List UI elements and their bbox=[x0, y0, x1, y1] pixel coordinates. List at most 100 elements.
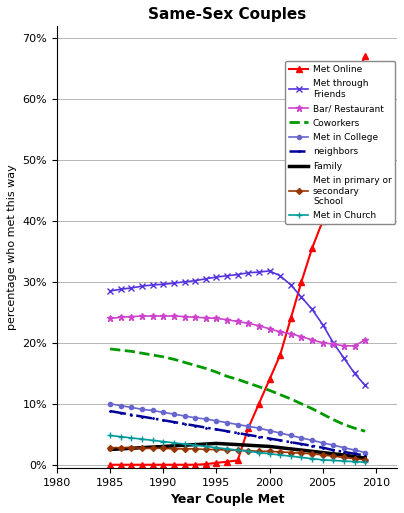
Met in primary or
secondary
School bbox=[108, 445, 113, 451]
Coworkers bbox=[363, 428, 368, 435]
Met Online bbox=[118, 462, 123, 468]
neighbors bbox=[182, 421, 187, 427]
Coworkers bbox=[309, 406, 314, 412]
Family bbox=[341, 452, 346, 458]
Line: Met in primary or
secondary
School: Met in primary or secondary School bbox=[108, 446, 367, 462]
Met in Church bbox=[214, 445, 219, 451]
Met Online bbox=[320, 218, 325, 224]
Line: Met Online: Met Online bbox=[107, 53, 368, 468]
neighbors bbox=[288, 439, 293, 445]
Coworkers bbox=[182, 359, 187, 365]
neighbors bbox=[352, 451, 357, 457]
Bar/ Restaurant bbox=[118, 314, 123, 320]
Bar/ Restaurant bbox=[150, 313, 155, 319]
Line: neighbors: neighbors bbox=[109, 410, 366, 457]
neighbors bbox=[214, 426, 219, 432]
Bar/ Restaurant bbox=[267, 326, 272, 332]
Family bbox=[320, 449, 325, 456]
Met in primary or
secondary
School bbox=[225, 447, 229, 453]
Met in primary or
secondary
School bbox=[331, 453, 336, 459]
Met in College bbox=[214, 418, 219, 424]
Coworkers bbox=[278, 391, 282, 398]
Bar/ Restaurant bbox=[309, 337, 314, 343]
Met through
Friends bbox=[363, 382, 368, 388]
Met in primary or
secondary
School bbox=[150, 445, 155, 451]
Met through
Friends bbox=[267, 268, 272, 274]
Met through
Friends bbox=[299, 294, 304, 300]
Family bbox=[161, 443, 166, 449]
Met in primary or
secondary
School bbox=[171, 446, 176, 452]
Met in primary or
secondary
School bbox=[309, 451, 314, 457]
Met Online bbox=[278, 352, 282, 358]
Met in College bbox=[150, 407, 155, 413]
Met in Church bbox=[108, 432, 113, 439]
Met through
Friends bbox=[309, 306, 314, 312]
Family bbox=[171, 443, 176, 449]
Coworkers bbox=[150, 352, 155, 358]
Met in Church bbox=[193, 442, 198, 448]
Met in Church bbox=[267, 451, 272, 457]
Met Online bbox=[129, 462, 134, 468]
Met in College bbox=[352, 447, 357, 453]
Met Online bbox=[246, 425, 251, 431]
neighbors bbox=[341, 449, 346, 455]
neighbors bbox=[193, 423, 198, 429]
Coworkers bbox=[171, 356, 176, 362]
Coworkers bbox=[288, 396, 293, 402]
Bar/ Restaurant bbox=[182, 313, 187, 320]
Coworkers bbox=[139, 350, 144, 356]
Met in Church bbox=[171, 440, 176, 446]
Coworkers bbox=[257, 384, 261, 390]
Family bbox=[278, 445, 282, 451]
Met in primary or
secondary
School bbox=[352, 456, 357, 462]
Bar/ Restaurant bbox=[278, 329, 282, 335]
neighbors bbox=[171, 419, 176, 425]
Met in Church bbox=[139, 436, 144, 442]
Met in College bbox=[235, 421, 240, 427]
Met through
Friends bbox=[193, 278, 198, 284]
Met through
Friends bbox=[278, 273, 282, 279]
Met in College bbox=[161, 409, 166, 416]
Family bbox=[108, 446, 113, 452]
Met in primary or
secondary
School bbox=[139, 445, 144, 451]
Met Online bbox=[161, 462, 166, 468]
Met in Church bbox=[235, 447, 240, 453]
Met in primary or
secondary
School bbox=[129, 445, 134, 451]
Met in Church bbox=[225, 446, 229, 452]
Met in primary or
secondary
School bbox=[235, 447, 240, 453]
Met Online bbox=[299, 279, 304, 285]
Met in Church bbox=[161, 439, 166, 445]
Met in College bbox=[363, 449, 368, 456]
Met in College bbox=[320, 440, 325, 446]
Met Online bbox=[235, 458, 240, 464]
Family bbox=[257, 443, 261, 449]
Family bbox=[150, 444, 155, 450]
Line: Met in College: Met in College bbox=[108, 402, 367, 455]
Title: Same-Sex Couples: Same-Sex Couples bbox=[148, 7, 306, 22]
Met in Church bbox=[246, 448, 251, 455]
Family bbox=[235, 442, 240, 448]
Bar/ Restaurant bbox=[246, 320, 251, 326]
neighbors bbox=[309, 443, 314, 449]
Met in primary or
secondary
School bbox=[278, 449, 282, 455]
Met in Church bbox=[257, 449, 261, 456]
Met in College bbox=[278, 430, 282, 436]
Met Online bbox=[108, 462, 113, 468]
Met through
Friends bbox=[257, 269, 261, 275]
Met Online bbox=[267, 377, 272, 383]
Bar/ Restaurant bbox=[352, 343, 357, 349]
Met through
Friends bbox=[129, 285, 134, 291]
Coworkers bbox=[118, 347, 123, 353]
Met through
Friends bbox=[214, 274, 219, 280]
Met through
Friends bbox=[118, 286, 123, 292]
Family bbox=[267, 443, 272, 449]
Met in College bbox=[288, 432, 293, 439]
Met in primary or
secondary
School bbox=[288, 449, 293, 456]
Met in primary or
secondary
School bbox=[193, 446, 198, 452]
Met Online bbox=[171, 462, 176, 468]
Met in primary or
secondary
School bbox=[267, 448, 272, 455]
Met in primary or
secondary
School bbox=[214, 446, 219, 452]
Met Online bbox=[214, 460, 219, 466]
Bar/ Restaurant bbox=[235, 319, 240, 325]
neighbors bbox=[320, 445, 325, 451]
